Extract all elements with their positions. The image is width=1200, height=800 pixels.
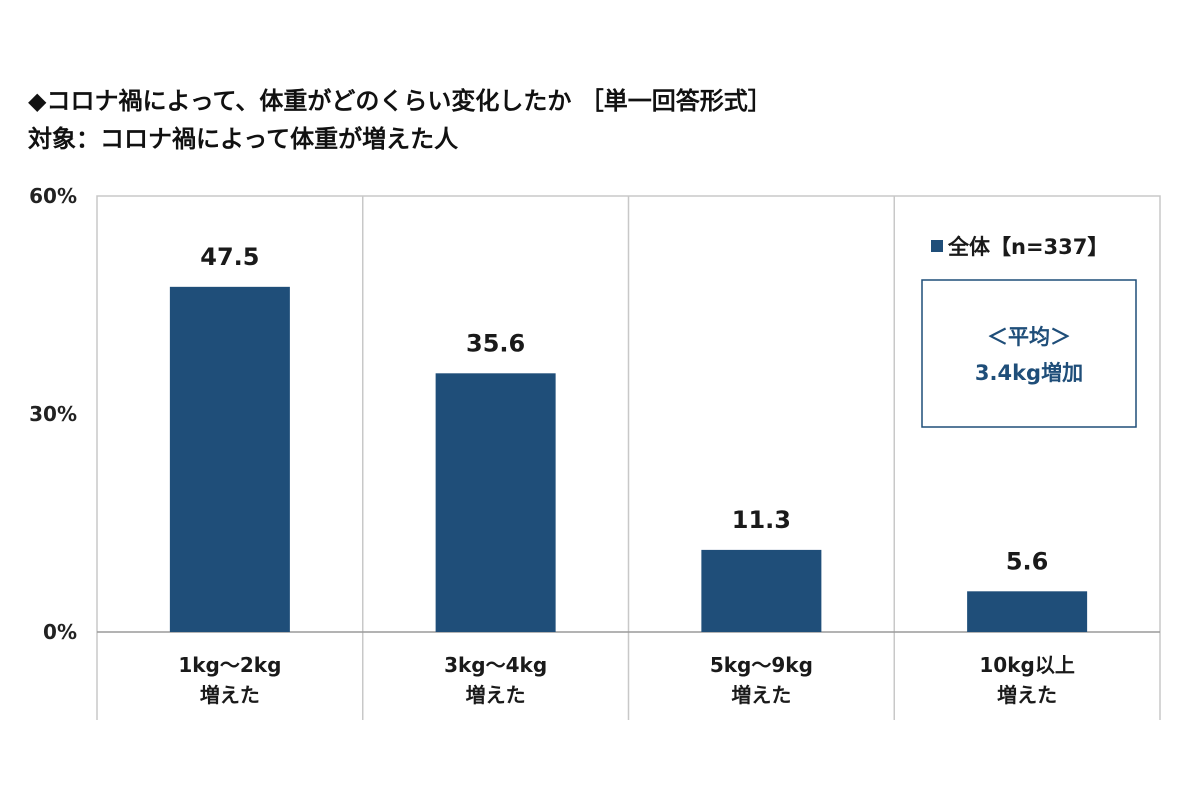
bar [435, 373, 556, 632]
annotation-line: ＜平均＞ [987, 325, 1071, 349]
data-label: 5.6 [1006, 547, 1049, 575]
annotation-box [921, 279, 1137, 428]
chart-title-block: ◆コロナ禍によって、体重がどのくらい変化したか ［単一回答形式］ 対象：コロナ禍… [28, 82, 772, 158]
x-tick-label: 増えた [466, 683, 526, 707]
legend-swatch [931, 240, 943, 252]
x-tick-label: 1kg～2kg [178, 653, 281, 677]
data-label: 11.3 [732, 506, 791, 534]
data-label: 35.6 [466, 329, 525, 357]
x-tick-label: 増えた [200, 683, 260, 707]
y-tick-label: 30% [29, 402, 77, 426]
chart-subtitle: 対象：コロナ禍によって体重が増えた人 [28, 125, 459, 153]
chart-title: ◆コロナ禍によって、体重がどのくらい変化したか ［単一回答形式］ [28, 87, 772, 115]
legend-label: 全体【n=337】 [947, 235, 1108, 259]
annotation-line: 3.4kg増加 [975, 361, 1083, 385]
bar [967, 591, 1088, 632]
x-tick-label: 増えた [731, 683, 791, 707]
x-tick-label: 10kg以上 [979, 653, 1074, 677]
x-tick-label: 増えた [997, 683, 1057, 707]
bar [701, 549, 822, 632]
y-tick-label: 60% [29, 184, 77, 208]
x-tick-label: 5kg～9kg [710, 653, 813, 677]
data-label: 47.5 [200, 243, 259, 271]
x-tick-label: 3kg～4kg [444, 653, 547, 677]
y-tick-label: 0% [43, 620, 77, 644]
bar [169, 286, 290, 632]
